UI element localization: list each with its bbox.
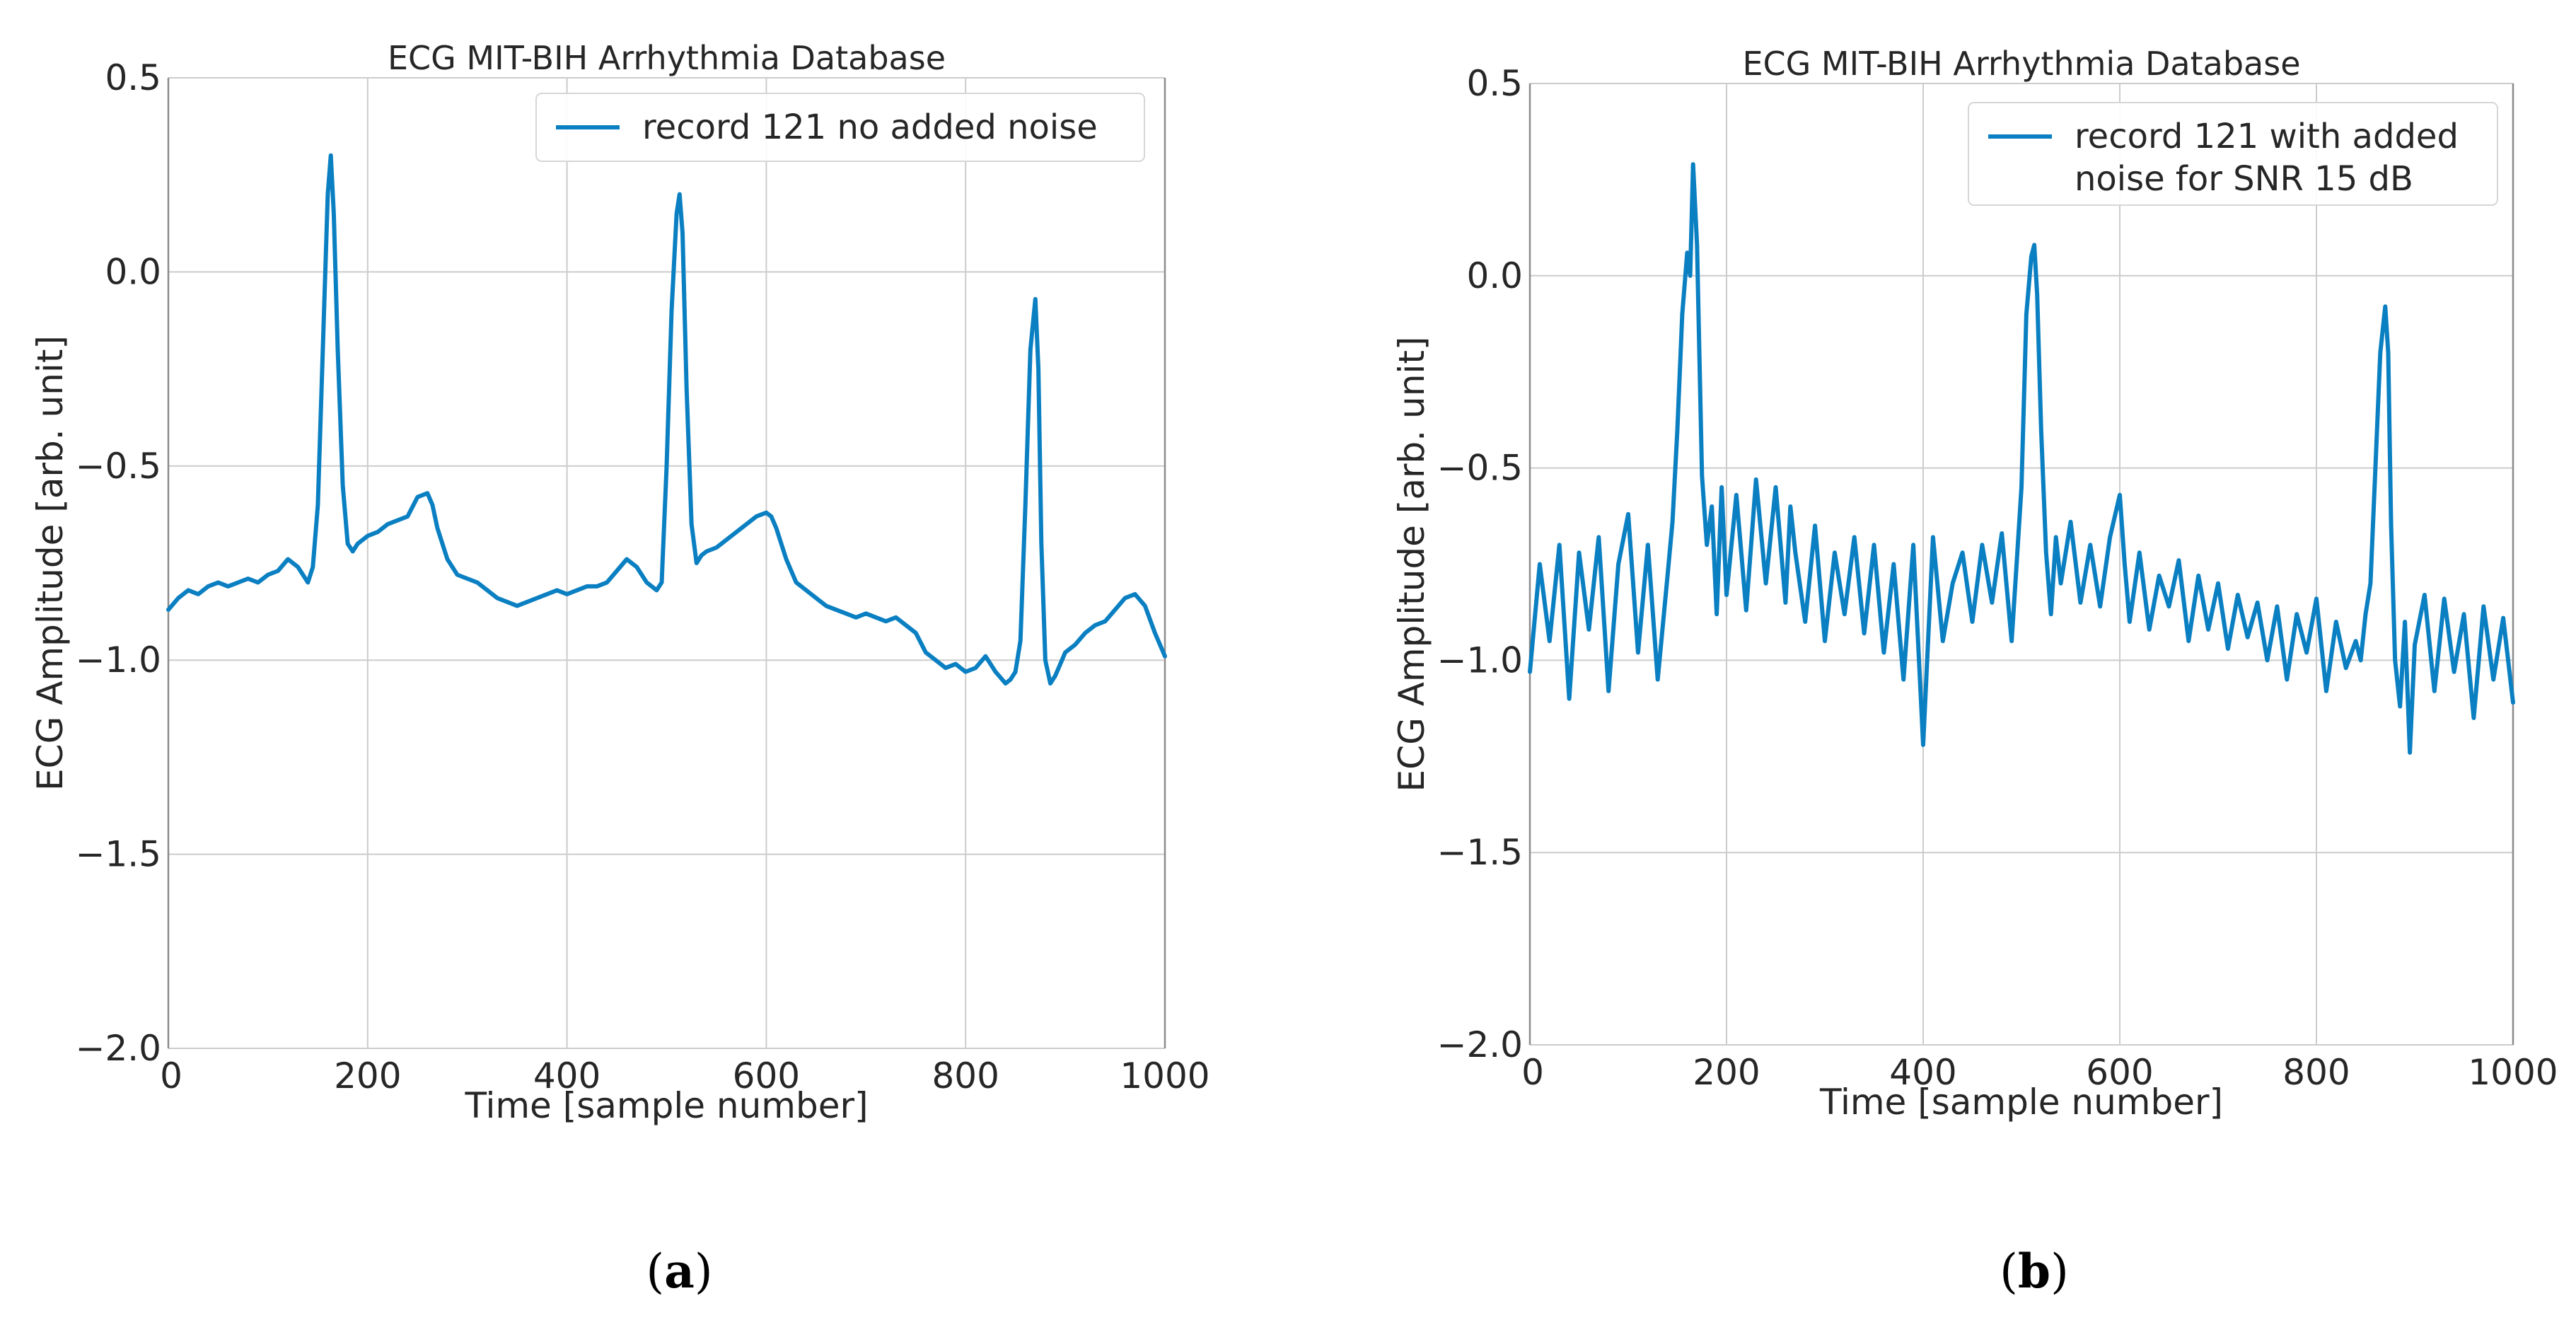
- chart-a-title: ECG MIT-BIH Arrhythmia Database: [388, 39, 946, 77]
- chart-a-xtick-label-0: 0: [160, 1055, 182, 1096]
- chart-a-xtick-label-3: 600: [733, 1055, 800, 1096]
- chart-a-ytick-label-3: −0.5: [76, 446, 161, 487]
- chart-b-xtick-label-3: 600: [2086, 1052, 2153, 1093]
- chart-b-panel-label-letter: b: [2018, 1244, 2050, 1299]
- chart-a-ytick-label-1: −1.5: [76, 834, 161, 875]
- chart-b-xtick-label-1: 200: [1693, 1052, 1760, 1093]
- chart-a-series-line-0: [166, 153, 1167, 686]
- chart-a-xtick-label-5: 1000: [1120, 1055, 1209, 1096]
- chart-a-ytick-label-4: 0.0: [105, 251, 161, 292]
- chart-b-ytick-label-2: −1.0: [1437, 639, 1523, 681]
- chart-b-legend-box: [1968, 102, 2498, 206]
- chart-b-ytick-label-4: 0.0: [1466, 255, 1523, 296]
- chart-a-xtick-label-4: 800: [932, 1055, 999, 1096]
- chart-a-xtick-label-2: 400: [533, 1055, 601, 1096]
- chart-a-ytick-label-5: 0.5: [105, 57, 161, 98]
- chart-a-panel-label-letter: a: [664, 1244, 695, 1299]
- chart-b-x-axis-label: Time [sample number]: [1819, 1082, 2223, 1123]
- chart-b-legend-label-0: record 121 with added: [2075, 117, 2459, 156]
- chart-b-xtick-label-2: 400: [1889, 1052, 1956, 1093]
- chart-b-xtick-label-0: 0: [1521, 1052, 1544, 1093]
- chart-a-x-axis-label: Time [sample number]: [464, 1085, 868, 1126]
- chart-a-y-axis-label: ECG Amplitude [arb. unit]: [30, 335, 71, 791]
- chart-b-ytick-label-1: −1.5: [1437, 832, 1523, 873]
- chart-b-y-axis-label: ECG Amplitude [arb. unit]: [1391, 337, 1432, 792]
- chart-b-ytick-label-5: 0.5: [1466, 63, 1523, 104]
- chart-a-panel-label-open: (: [646, 1244, 664, 1299]
- chart-b-ytick-label-3: −0.5: [1437, 448, 1523, 489]
- chart-b-panel-label: (b): [2000, 1244, 2069, 1299]
- chart-a-ytick-label-2: −1.0: [76, 639, 161, 681]
- chart-b-plot: 0 200 400 600 800 1000 −2.0 −1.5 −1.0 −0.5 0.0 0.5 E…: [1391, 45, 2558, 1299]
- chart-a-ytick-label-0: −2.0: [76, 1028, 161, 1069]
- chart-a-legend-label-0: record 121 no added noise: [642, 108, 1098, 147]
- chart-b-xtick-label-4: 800: [2282, 1052, 2350, 1093]
- chart-a-panel-label-close: ): [695, 1244, 713, 1299]
- chart-b-panel-label-close: ): [2050, 1244, 2069, 1299]
- chart-b-series-line-0: [1528, 162, 2515, 755]
- chart-a-legend: record 121 no added noise: [535, 93, 1145, 162]
- chart-b-ytick-label-0: −2.0: [1437, 1024, 1523, 1065]
- chart-a-xtick-label-1: 200: [334, 1055, 401, 1096]
- chart-b-panel-label-open: (: [2000, 1244, 2018, 1299]
- chart-a-panel-label: (a): [646, 1244, 712, 1299]
- chart-b-xtick-label-5: 1000: [2468, 1052, 2558, 1093]
- chart-b-title: ECG MIT-BIH Arrhythmia Database: [1742, 45, 2300, 83]
- chart-a-plot: 0 200 400 600 800 1000 −2.0 −1.5 −1.0 −0.5 0.0 0.5 E…: [30, 39, 1210, 1299]
- chart-a-legend-box: [535, 93, 1145, 162]
- chart-b-legend-label-1: noise for SNR 15 dB: [2075, 159, 2413, 199]
